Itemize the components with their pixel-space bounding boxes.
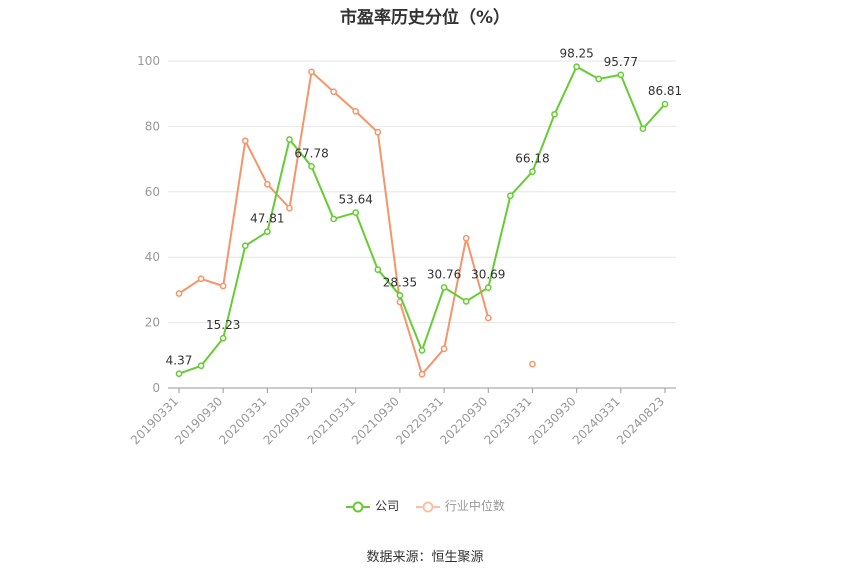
x-tick-label: 20240823 bbox=[614, 394, 667, 447]
data-point bbox=[507, 192, 514, 200]
data-point bbox=[197, 362, 205, 370]
data-point bbox=[529, 168, 536, 175]
y-tick-label: 40 bbox=[145, 250, 160, 264]
data-point bbox=[219, 282, 227, 290]
data-label: 28.35 bbox=[383, 275, 417, 289]
data-point bbox=[440, 345, 448, 353]
data-label: 47.81 bbox=[250, 212, 284, 226]
chart-title: 市盈率历史分位（%） bbox=[339, 8, 511, 28]
data-label: 30.69 bbox=[471, 268, 505, 282]
data-point bbox=[595, 75, 603, 83]
legend-item-industry-median[interactable]: 行业中位数 bbox=[415, 497, 505, 514]
data-labels: 4.37 15.23 47.81 67.78 53.64 28.35 30.76 30.69 6… bbox=[166, 47, 683, 368]
series-layer bbox=[175, 63, 669, 378]
data-point bbox=[551, 110, 558, 118]
data-point bbox=[418, 347, 426, 354]
data-point bbox=[484, 314, 492, 322]
data-point bbox=[529, 360, 536, 368]
legend: 公司 行业中位数 bbox=[0, 497, 850, 514]
y-tick-label: 20 bbox=[145, 316, 160, 330]
data-point bbox=[286, 136, 293, 143]
data-label: 15.23 bbox=[206, 318, 240, 332]
legend-industry-icon bbox=[415, 501, 440, 512]
data-point bbox=[573, 63, 580, 71]
data-point bbox=[264, 228, 271, 236]
data-label: 67.78 bbox=[294, 146, 328, 160]
y-tick-label: 60 bbox=[145, 185, 160, 199]
y-tick-label: 80 bbox=[145, 119, 160, 133]
data-point bbox=[330, 215, 337, 223]
legend-industry-label: 行业中位数 bbox=[444, 499, 505, 513]
legend-company-icon bbox=[346, 501, 371, 512]
data-point bbox=[639, 125, 647, 133]
grid-lines bbox=[168, 60, 676, 324]
data-point bbox=[617, 71, 625, 79]
data-point bbox=[396, 291, 404, 299]
legend-item-company[interactable]: 公司 bbox=[345, 497, 399, 514]
data-point bbox=[241, 137, 249, 145]
data-point bbox=[264, 180, 271, 188]
data-point bbox=[352, 209, 360, 216]
data-point bbox=[374, 266, 382, 273]
data-point bbox=[219, 334, 227, 342]
data-point bbox=[197, 275, 205, 283]
y-tick-label: 100 bbox=[137, 54, 160, 68]
data-point bbox=[175, 290, 183, 297]
data-point bbox=[462, 234, 470, 242]
data-point bbox=[330, 88, 337, 96]
data-point bbox=[308, 163, 315, 170]
data-point bbox=[374, 128, 382, 136]
data-label: 86.81 bbox=[648, 84, 682, 98]
data-label: 4.37 bbox=[166, 354, 193, 368]
data-point bbox=[308, 68, 315, 76]
axes: 0204060801002019033120190930202003312020… bbox=[128, 54, 676, 447]
data-point bbox=[352, 108, 360, 115]
y-tick-label: 0 bbox=[152, 381, 160, 395]
data-point bbox=[175, 370, 183, 378]
data-point bbox=[241, 242, 249, 250]
data-point bbox=[462, 297, 470, 305]
data-source: 数据来源：恒生聚源 bbox=[366, 550, 484, 565]
legend-company-label: 公司 bbox=[375, 499, 400, 513]
data-label: 30.76 bbox=[427, 267, 461, 281]
data-point bbox=[484, 284, 492, 291]
data-point bbox=[440, 284, 448, 291]
data-label: 95.77 bbox=[604, 55, 638, 69]
data-point bbox=[661, 100, 669, 108]
data-point bbox=[418, 370, 426, 378]
data-label: 98.25 bbox=[559, 47, 593, 61]
data-label: 66.18 bbox=[515, 152, 549, 166]
data-point bbox=[286, 204, 293, 212]
data-label: 53.64 bbox=[339, 193, 373, 207]
